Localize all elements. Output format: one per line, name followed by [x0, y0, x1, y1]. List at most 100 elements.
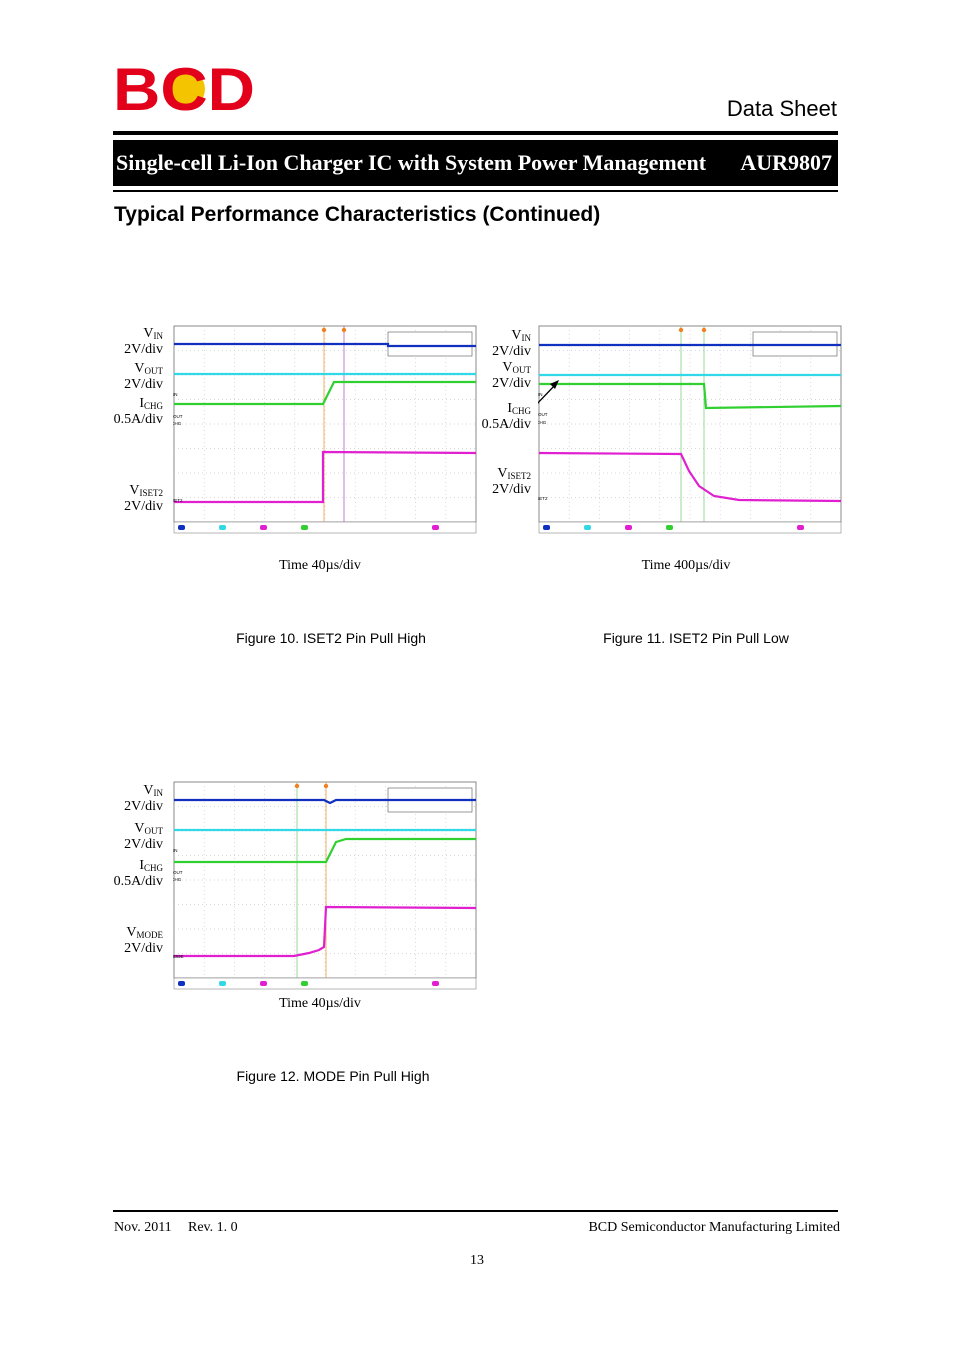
- channel-scale: 2V/div: [124, 499, 163, 514]
- channel-label: ICHG 0.5A/div: [482, 402, 531, 432]
- rule: [113, 190, 838, 192]
- channel-subscript: IN: [153, 331, 164, 341]
- channel-name: I: [507, 401, 512, 416]
- channel-subscript: OUT: [512, 365, 532, 375]
- status-bar: [173, 521, 477, 534]
- channel-scale: 2V/div: [124, 837, 163, 852]
- channel-label: VISET2 2V/div: [492, 467, 531, 497]
- channel-tag: VOUT: [173, 870, 183, 875]
- scope-status: Tek Stop: [173, 320, 187, 321]
- figure-caption: Figure 11. ISET2 Pin Pull Low: [603, 630, 789, 646]
- rule: [113, 131, 838, 135]
- footer-rev: Rev. 1. 0: [188, 1220, 238, 1235]
- trace: [174, 905, 477, 958]
- channel-subscript: ISET2: [139, 488, 164, 498]
- footer-date: Nov. 2011: [114, 1220, 172, 1235]
- channel-tag: ICHG: [173, 421, 182, 426]
- channel-name: V: [511, 328, 522, 343]
- scope: VIN VOUT ICHG MODE: [173, 781, 477, 990]
- channel-scale: 2V/div: [124, 377, 163, 392]
- channel-scale: 0.5A/div: [113, 874, 163, 889]
- status-chip: [432, 525, 439, 530]
- channel-name: V: [129, 483, 140, 498]
- channel-scale: 2V/div: [492, 376, 531, 391]
- cursor-marker: [701, 327, 707, 333]
- channel-name: I: [139, 396, 144, 411]
- channel-name: V: [126, 925, 137, 940]
- channel-subscript: OUT: [144, 366, 164, 376]
- channel-subscript: CHG: [511, 406, 531, 416]
- channel-label: VISET2 2V/div: [124, 484, 163, 514]
- channel-scale: 2V/div: [124, 799, 163, 814]
- arrow: [538, 383, 557, 404]
- channel-name: V: [502, 360, 513, 375]
- channel-tag: VOUT: [173, 414, 183, 419]
- status-chip: [219, 525, 226, 530]
- title: Single-cell Li-Ion Charger IC with Syste…: [116, 150, 707, 175]
- section-heading: Typical Performance Characteristics (Con…: [114, 203, 601, 226]
- figure-caption: Figure 10. ISET2 Pin Pull High: [236, 630, 426, 646]
- status-chip: [797, 525, 804, 530]
- page-number: 13: [470, 1253, 484, 1268]
- channel-scale: 0.5A/div: [113, 412, 163, 427]
- logo-text: BCD: [113, 62, 255, 116]
- status-chip: [219, 981, 226, 986]
- status-chip: [260, 981, 267, 986]
- trace: [538, 451, 842, 503]
- scope-screen: VIN VOUT ICHG ISET2 Tek Stop: [173, 320, 477, 534]
- title-bar: [113, 140, 838, 186]
- scope-status: Tek PreVu: [538, 320, 555, 321]
- channel-label: ICHG 0.5A/div: [114, 397, 163, 427]
- part-number: AUR9807: [740, 150, 832, 175]
- channel-subscript: MODE: [136, 930, 164, 940]
- status-chip: [301, 525, 308, 530]
- channel-name: V: [497, 466, 508, 481]
- channel-tag: ISET2: [173, 498, 183, 503]
- channel-scale: 2V/div: [492, 482, 531, 497]
- trace: [174, 342, 476, 348]
- channel-tag: VIN: [538, 392, 543, 397]
- channel-label: VIN 2V/div: [124, 327, 163, 357]
- footer-company: BCD Semiconductor Manufacturing Limited: [588, 1220, 840, 1235]
- channel-label: VOUT 2V/div: [124, 362, 163, 392]
- status-chip: [543, 525, 550, 530]
- status-chip: [301, 981, 308, 986]
- scope: VIN VOUT ICHG ISET2: [173, 325, 477, 534]
- arrow-head: [550, 380, 559, 389]
- trace: [174, 380, 476, 406]
- cursor-marker: [294, 783, 300, 789]
- measure-box: [387, 331, 473, 357]
- status-bar: [173, 977, 477, 990]
- logo-circle: [165, 69, 205, 109]
- cursor-marker: [678, 327, 684, 333]
- status-chip: [584, 525, 591, 530]
- channel-tag: ICHG: [538, 420, 547, 425]
- channel-name: V: [143, 783, 154, 798]
- channel-tag: VIN: [173, 392, 178, 397]
- channel-label: VIN 2V/div: [492, 329, 531, 359]
- status-chip: [178, 525, 185, 530]
- channel-scale: 2V/div: [124, 941, 163, 956]
- channel-subscript: IN: [521, 333, 532, 343]
- channel-scale: 0.5A/div: [481, 417, 531, 432]
- channel-name: I: [139, 858, 144, 873]
- figure-caption: Figure 12. MODE Pin Pull High: [236, 1068, 430, 1084]
- time-label: Time 40µs/div: [279, 558, 361, 573]
- channel-scale: 2V/div: [492, 344, 531, 359]
- channel-subscript: OUT: [144, 826, 164, 836]
- channel-label: VOUT 2V/div: [492, 361, 531, 391]
- channel-subscript: ISET2: [507, 471, 532, 481]
- channel-subscript: CHG: [143, 401, 163, 411]
- time-label: Time 400µs/div: [641, 558, 731, 573]
- trace: [174, 450, 477, 504]
- status-bar: [538, 521, 842, 534]
- logo: BCD: [113, 62, 255, 116]
- channel-label: VMODE 2V/div: [124, 926, 163, 956]
- cursor-marker: [341, 327, 347, 333]
- channel-subscript: IN: [153, 788, 164, 798]
- channel-tag: MODE: [173, 954, 184, 959]
- channel-tag: VIN: [173, 848, 178, 853]
- scope-screen: VIN VOUT ICHG ISET2 Tek PreVu: [538, 320, 842, 534]
- status-chip: [432, 981, 439, 986]
- time-label: Time 40µs/div: [279, 996, 361, 1011]
